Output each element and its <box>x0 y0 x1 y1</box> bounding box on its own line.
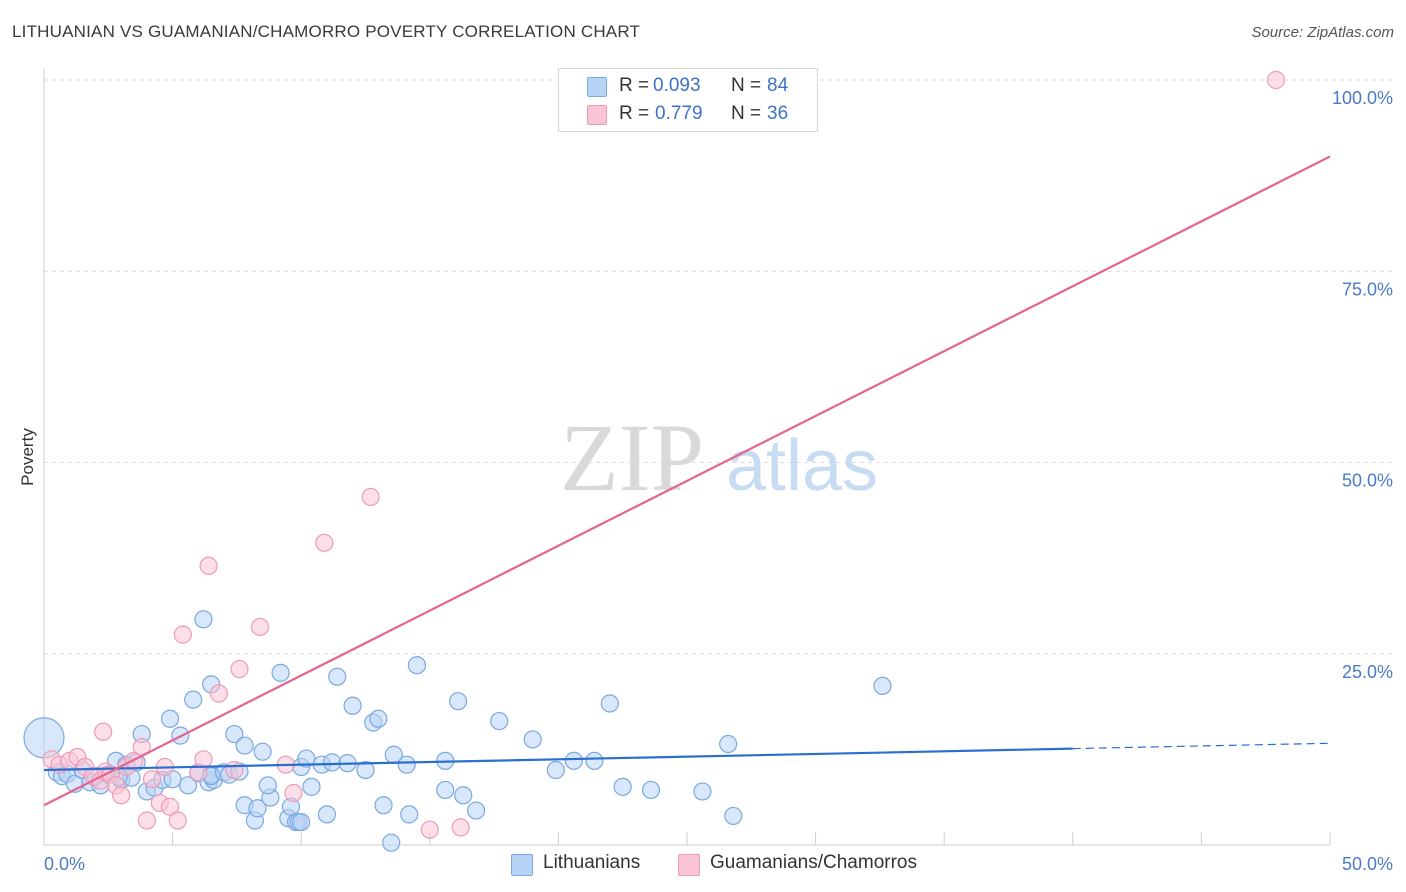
guamanian-point <box>209 684 228 703</box>
lithuanian-point <box>160 709 180 728</box>
guamanian-point <box>451 818 470 837</box>
lithuanian-point <box>374 796 393 815</box>
y-tick-label: 75.0% <box>1342 279 1393 299</box>
guamanian-point <box>361 487 380 507</box>
lithuanian-point <box>382 833 401 852</box>
guamanian-point <box>168 811 187 830</box>
guamanian-point <box>194 750 213 769</box>
bottom-legend-swatch-blue <box>511 854 533 876</box>
lithuanian-point <box>343 696 362 715</box>
legend-n-value: 84 <box>767 75 789 96</box>
x-tick-label: 0.0% <box>44 854 85 874</box>
watermark-zip: ZIP <box>560 404 704 511</box>
guamanian-point <box>315 533 334 552</box>
tick-labels: 25.0% 50.0% 75.0% 100.0% 0.0% 50.0% <box>44 88 1393 874</box>
grid-lines <box>44 79 1392 655</box>
guamanian-point <box>173 625 192 644</box>
legend-r-value: 0.779 <box>655 103 703 124</box>
lithuanian-point <box>302 777 321 796</box>
lithuanian-point <box>317 805 337 824</box>
lithuanian-point <box>258 776 277 795</box>
lithuanian-point <box>356 760 375 780</box>
guamanian-point <box>160 797 180 816</box>
lithuanian-point <box>248 799 267 818</box>
lithuanian-trend-line <box>43 747 1073 772</box>
lithuanian-point <box>407 656 427 675</box>
y-tick-label: 100.0% <box>1332 88 1393 108</box>
x-tick-label: 50.0% <box>1342 854 1393 874</box>
guamanian-trend-line <box>43 155 1331 807</box>
lithuanian-point <box>397 755 416 774</box>
lithuanian-point <box>328 667 347 686</box>
legend-n-label: N = <box>731 75 762 96</box>
bottom-legend-swatch-pink <box>678 854 700 876</box>
guamanian-point <box>225 760 244 780</box>
lithuanian-point <box>23 717 65 759</box>
lithuanian-point <box>466 801 486 820</box>
guamanian-point <box>142 770 162 789</box>
lithuanian-point <box>490 711 509 731</box>
y-axis-title: Poverty <box>18 428 37 486</box>
lithuanian-trend-extension <box>1072 742 1331 750</box>
guamanian-points <box>42 70 1286 839</box>
legend-n-label: N = <box>731 103 762 124</box>
legend-n-value: 36 <box>767 103 789 124</box>
lithuanian-point <box>873 676 892 695</box>
guamanian-point <box>230 659 249 679</box>
source-label: Source: ZipAtlas.com <box>1251 24 1394 41</box>
lithuanian-point <box>564 751 583 770</box>
lithuanian-point <box>225 724 244 744</box>
lithuanian-point <box>400 805 419 824</box>
lithuanian-point <box>194 610 213 629</box>
lithuanian-point <box>448 692 468 711</box>
lithuanian-point <box>719 734 738 754</box>
guamanian-point <box>420 820 439 839</box>
guamanian-point <box>250 617 270 637</box>
y-tick-label: 50.0% <box>1342 471 1393 491</box>
bottom-legend-label: Lithuanians <box>543 852 641 873</box>
lithuanian-point <box>235 736 254 755</box>
y-tick-label: 25.0% <box>1342 662 1393 682</box>
lithuanian-points <box>23 610 892 852</box>
lithuanian-point <box>253 742 272 761</box>
legend-r-label: R = <box>619 75 650 96</box>
lithuanian-point <box>523 730 542 749</box>
guamanian-point <box>199 556 218 575</box>
lithuanian-point <box>178 776 198 795</box>
lithuanian-point <box>546 760 565 780</box>
lithuanian-point <box>297 749 316 768</box>
legend-r-label: R = <box>619 103 650 124</box>
lithuanian-point <box>613 777 632 796</box>
legend-swatch-pink <box>587 105 607 125</box>
lithuanian-point <box>322 753 342 772</box>
lithuanian-point <box>641 780 661 800</box>
lithuanian-point <box>724 806 743 826</box>
stats-legend: R = 0.093 N = 84 R = 0.779 N = 36 <box>558 68 818 132</box>
legend-swatch-blue <box>587 77 607 97</box>
lithuanian-point <box>693 782 712 801</box>
lithuanian-point <box>454 786 473 805</box>
lithuanian-point <box>585 751 604 770</box>
guamanian-point <box>1266 70 1286 90</box>
lithuanian-point <box>369 709 388 728</box>
guamanian-point <box>112 786 131 805</box>
guamanian-point <box>137 811 156 830</box>
watermark: ZIP atlas <box>560 404 878 511</box>
lithuanian-point <box>292 812 311 832</box>
lithuanian-point <box>184 690 203 709</box>
legend-r-value: 0.093 <box>653 75 701 96</box>
chart-title: LITHUANIAN VS GUAMANIAN/CHAMORRO POVERTY… <box>12 22 641 41</box>
guamanian-point <box>94 722 113 741</box>
trend-lines <box>43 155 1331 807</box>
guamanian-point <box>284 783 303 803</box>
bottom-legend-label: Guamanians/Chamorros <box>710 852 917 873</box>
lithuanian-point <box>600 694 619 713</box>
lithuanian-point <box>436 780 455 800</box>
lithuanian-point <box>271 663 290 682</box>
watermark-atlas: atlas <box>726 426 878 506</box>
